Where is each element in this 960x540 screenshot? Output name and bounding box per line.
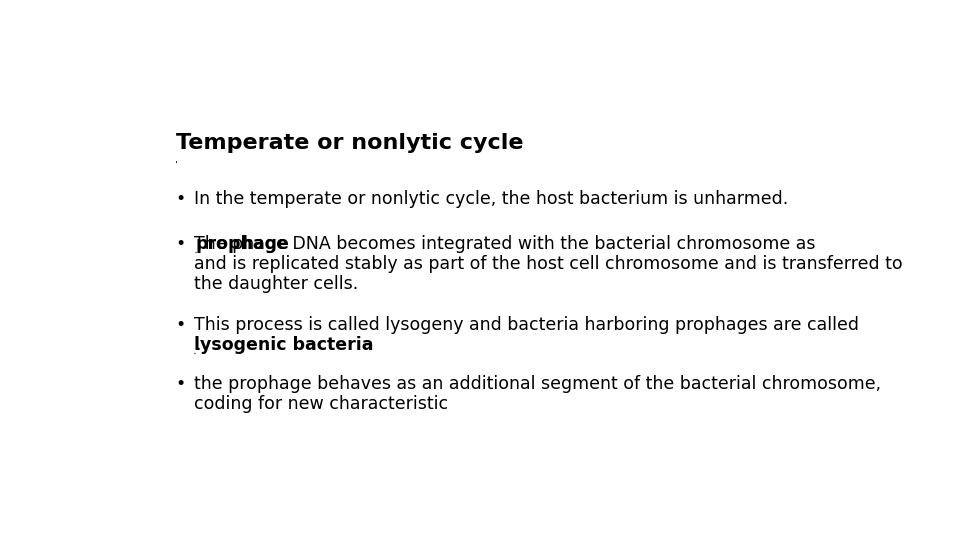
Text: Temperate or nonlytic cycle: Temperate or nonlytic cycle	[176, 133, 523, 153]
Text: ,: ,	[197, 235, 202, 253]
Text: •: •	[176, 235, 186, 253]
Text: In the temperate or nonlytic cycle, the host bacterium is unharmed.: In the temperate or nonlytic cycle, the …	[194, 190, 789, 207]
Text: This process is called lysogeny and bacteria harboring prophages are called: This process is called lysogeny and bact…	[194, 316, 859, 334]
Text: coding for new characteristic: coding for new characteristic	[194, 395, 448, 413]
Text: •: •	[176, 190, 186, 207]
Text: .: .	[196, 336, 201, 354]
Text: The phage DNA becomes integrated with the bacterial chromosome as: The phage DNA becomes integrated with th…	[194, 235, 822, 253]
Text: the daughter cells.: the daughter cells.	[194, 275, 359, 293]
Text: the prophage behaves as an additional segment of the bacterial chromosome,: the prophage behaves as an additional se…	[194, 375, 881, 393]
Text: •: •	[176, 316, 186, 334]
Text: and is replicated stably as part of the host cell chromosome and is transferred : and is replicated stably as part of the …	[194, 255, 903, 273]
Text: prophage: prophage	[196, 235, 289, 253]
Text: lysogenic bacteria: lysogenic bacteria	[194, 336, 373, 354]
Text: •: •	[176, 375, 186, 393]
